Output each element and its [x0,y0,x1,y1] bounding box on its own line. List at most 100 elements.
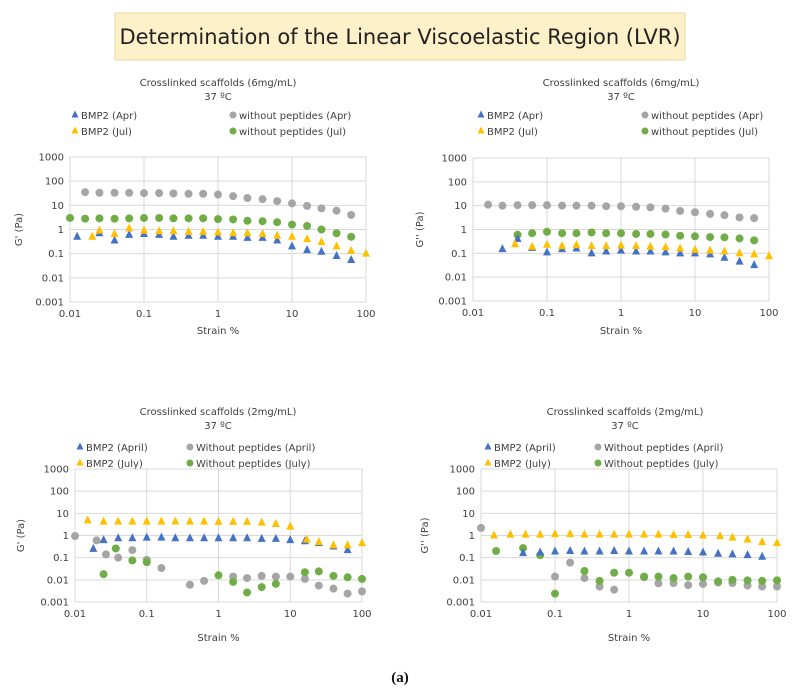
data-point [92,536,101,545]
data-point [243,194,252,203]
data-point [184,226,193,235]
data-point [258,229,267,238]
data-point [73,231,82,240]
data-point [81,188,90,197]
y-tick-label: 10 [454,201,467,212]
data-point [157,532,166,541]
data-point [171,516,180,525]
data-point [155,226,164,235]
data-point [728,575,737,584]
data-point [684,581,693,590]
data-point [229,192,238,201]
chart-1: Crosslinked scaffolds (6mg/mL) 37 ºC BMP2 … [14,78,376,337]
legend-label: BMP2 (Jul) [81,127,132,138]
legend-label: BMP2 (April) [494,443,556,454]
data-point [71,531,79,540]
chart-title: Crosslinked scaffolds (6mg/mL) [140,78,297,89]
data-point [566,558,575,567]
series-without-peptides-jul- [66,213,356,241]
data-point [706,209,715,218]
data-point [199,226,208,235]
data-point [602,246,611,255]
data-point [566,545,575,554]
data-point [758,576,767,585]
x-tick-label: 0.1 [547,609,563,620]
data-point [273,230,282,239]
series-without-peptides-apr- [81,188,356,219]
data-point [720,252,729,261]
data-point [735,256,744,265]
data-point [654,546,663,555]
data-point [257,583,266,592]
data-point [646,241,655,250]
series-bmp2-jul- [511,239,773,260]
data-point [128,533,137,542]
data-point [358,574,366,583]
data-point [720,233,729,242]
chart-subtitle: 37 ºC [611,421,639,432]
data-point [140,189,148,198]
legend-item: without peptides (Jul) [641,127,758,138]
data-point [125,223,134,232]
y-tick-label: 0.001 [438,297,467,308]
data-point [765,251,773,260]
legend-marker-triangle [484,458,492,466]
data-point [587,201,596,210]
data-point [332,251,341,260]
y-tick-label: 0.1 [53,553,69,564]
legend-label: without peptides (Jul) [651,127,758,138]
data-point [669,574,678,583]
data-point [314,537,323,546]
data-point [595,529,604,538]
data-point [513,233,522,242]
legend-item: BMP2 (April) [76,442,148,454]
data-point [286,535,295,544]
data-point [595,582,604,591]
data-point [728,549,737,558]
data-point [646,229,655,238]
legend-marker-circle [229,111,237,119]
data-point [229,215,238,224]
data-point [114,533,123,542]
data-point [229,533,238,542]
banner-title: Determination of the Linear Viscoelastic… [119,25,680,49]
data-point [661,204,670,213]
data-point [484,200,493,209]
data-point [101,550,110,559]
data-point [490,530,499,539]
data-point [646,203,655,212]
y-tick-label: 1000 [450,465,475,476]
data-point [258,217,267,226]
data-point [676,231,685,240]
data-point [699,530,707,539]
y-tick-label: 1 [63,531,69,542]
data-point [271,579,280,588]
data-point [329,540,338,549]
y-tick-label: 0.01 [47,575,69,586]
data-point [498,244,507,253]
data-point [155,189,164,198]
y-tick-label: 1 [58,225,64,236]
data-point [99,535,108,544]
data-point [314,581,323,590]
legend-marker-circle [186,459,194,467]
legend-marker-circle [186,443,194,451]
legend-label: BMP2 (April) [86,443,148,454]
data-point [303,201,312,210]
data-point [288,231,296,240]
legend-item: Without peptides (April) [594,443,723,454]
data-point [125,229,134,238]
data-point [587,241,596,250]
data-point [610,529,619,538]
data-point [185,533,194,542]
data-point [66,213,74,222]
data-point [286,521,295,530]
data-point [551,546,559,555]
data-point [95,225,104,234]
data-point [758,537,767,546]
data-point [125,214,134,223]
series-bmp2-april- [519,545,767,560]
series-bmp2-july- [83,515,366,549]
data-point [214,231,222,240]
